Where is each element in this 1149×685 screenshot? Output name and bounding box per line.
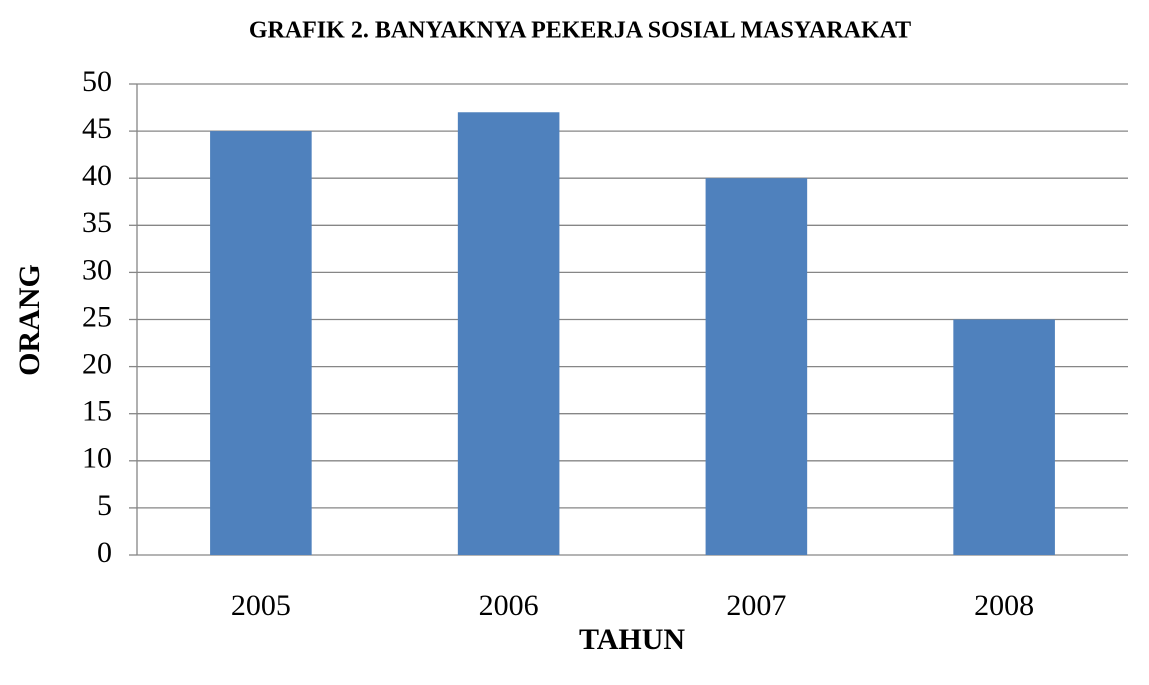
bar	[210, 131, 312, 555]
y-tick-label: 40	[82, 159, 112, 192]
y-tick-label: 5	[97, 489, 112, 522]
y-tick-label: 35	[82, 206, 112, 239]
y-tick-label: 30	[82, 253, 112, 286]
y-tick-label: 25	[82, 300, 112, 333]
y-tick-label: 50	[82, 65, 112, 98]
y-tick-label: 10	[82, 442, 112, 475]
x-tick-label: 2006	[479, 589, 539, 622]
bar	[953, 319, 1055, 555]
x-tick-label: 2007	[726, 589, 786, 622]
y-tick-label: 45	[82, 112, 112, 145]
y-tick-label: 20	[82, 347, 112, 380]
x-axis-label: TAHUN	[579, 623, 685, 656]
y-tick-label: 0	[97, 536, 112, 569]
x-tick-label: 2005	[231, 589, 291, 622]
y-axis-label: ORANG	[13, 264, 46, 376]
chart-title: GRAFIK 2. BANYAKNYA PEKERJA SOSIAL MASYA…	[249, 18, 911, 44]
x-tick-label: 2008	[974, 589, 1034, 622]
bar	[705, 178, 808, 555]
bar	[457, 112, 560, 555]
y-tick-label: 15	[82, 395, 112, 428]
